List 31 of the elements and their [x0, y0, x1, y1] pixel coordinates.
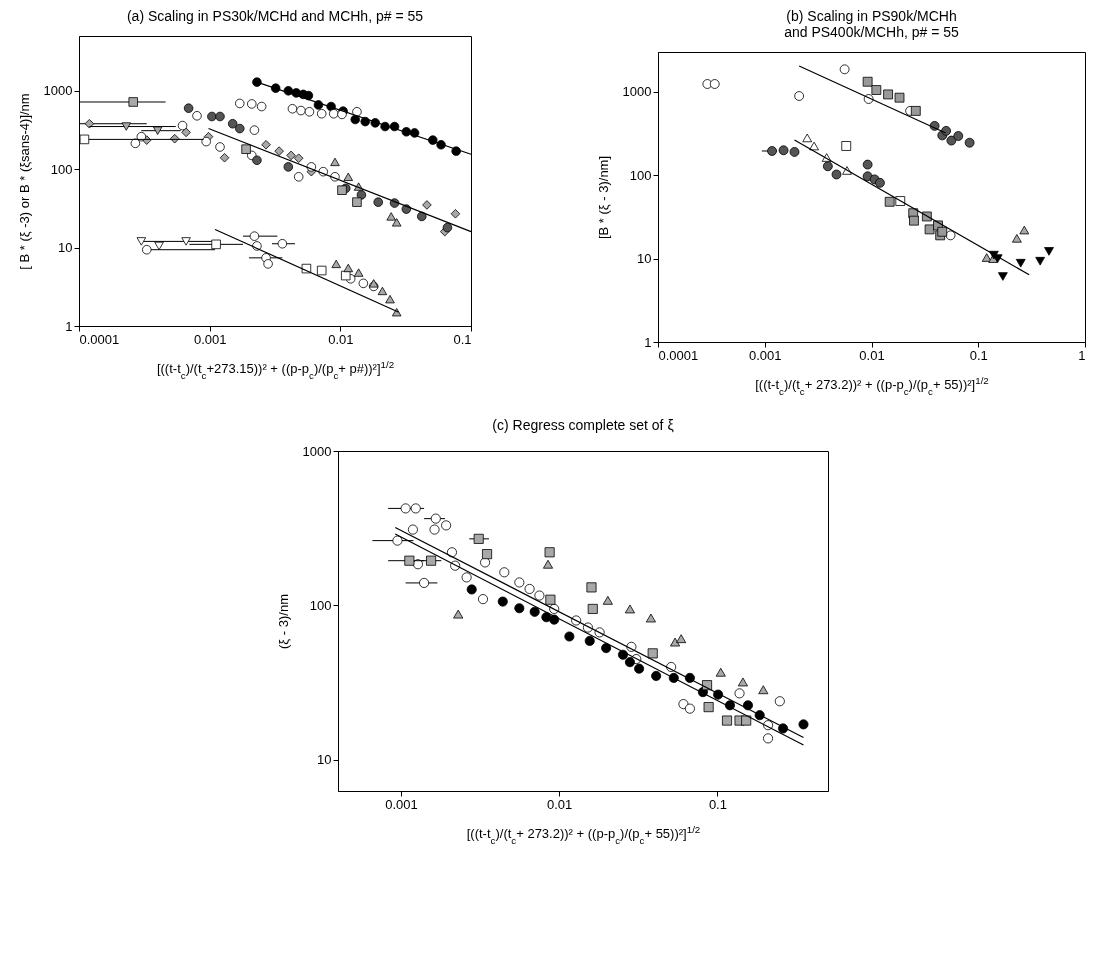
x-tick-label: 0.1 [708, 796, 727, 812]
y-tick-label: 1000 [622, 84, 652, 100]
x-tick-label: 0.01 [546, 796, 572, 812]
y-axis-title: (ξ - 3)/nm [275, 594, 291, 649]
chart-title: (c) Regress complete set of ξ [491, 417, 674, 433]
x-tick-label: 0.1 [453, 331, 472, 347]
y-axis-title: [ B * (ξ -3) or B * (ξsans-4)]/nm [16, 93, 32, 270]
y-axis-title: [B * (ξ - 3)/nm] [595, 155, 611, 240]
y-tick-label: 10 [637, 251, 652, 267]
y-tick-label: 1000 [302, 443, 331, 459]
y-tick-label: 10 [316, 752, 331, 768]
x-tick-label: 0.001 [193, 331, 227, 347]
x-tick-label: 0.1 [969, 347, 988, 363]
text: [((t-t$_{c}$)/(t$_{c}$+ 273.2))² + ((p-p$_{c}$)/(p$_{c}$+ 55))²]$^{1/2}$ [466, 823, 700, 845]
x-tick-label: 0.001 [384, 796, 418, 812]
x-tick-label: 0.001 [748, 347, 782, 363]
text: [((t-t$_{c}$)/(t$_{c}$+ 273.2))² + ((p-p$_{c}$)/(p$_{c}$+ 55))²]$^{1/2}$ [755, 374, 989, 396]
y-tick-label: 1 [65, 318, 73, 334]
x-tick-label: 1 [1078, 347, 1086, 363]
text: [((t-t$_{c}$)/(t$_{c}$+273.15))² + ((p-p$_{c}$)/(p$_{c}$+ p#))²]$^{1/2}$ [156, 358, 395, 380]
x-tick-label: 0.01 [859, 347, 885, 363]
y-tick-label: 10 [58, 240, 73, 256]
x-tick-label: 0.0001 [658, 347, 699, 363]
x-tick-label: 0.0001 [79, 331, 120, 347]
y-tick-label: 100 [50, 161, 73, 177]
y-tick-label: 1000 [43, 83, 73, 99]
chart-title: (a) Scaling in PS30k/MCHd and MCHh, p# = 55 [126, 8, 424, 24]
y-tick-label: 100 [309, 598, 331, 613]
chart-title: (b) Scaling in PS90k/MCHh and PS400k/MCHh, p# = 55 [784, 8, 960, 40]
y-tick-label: 100 [629, 167, 652, 183]
x-tick-label: 0.01 [328, 331, 354, 347]
